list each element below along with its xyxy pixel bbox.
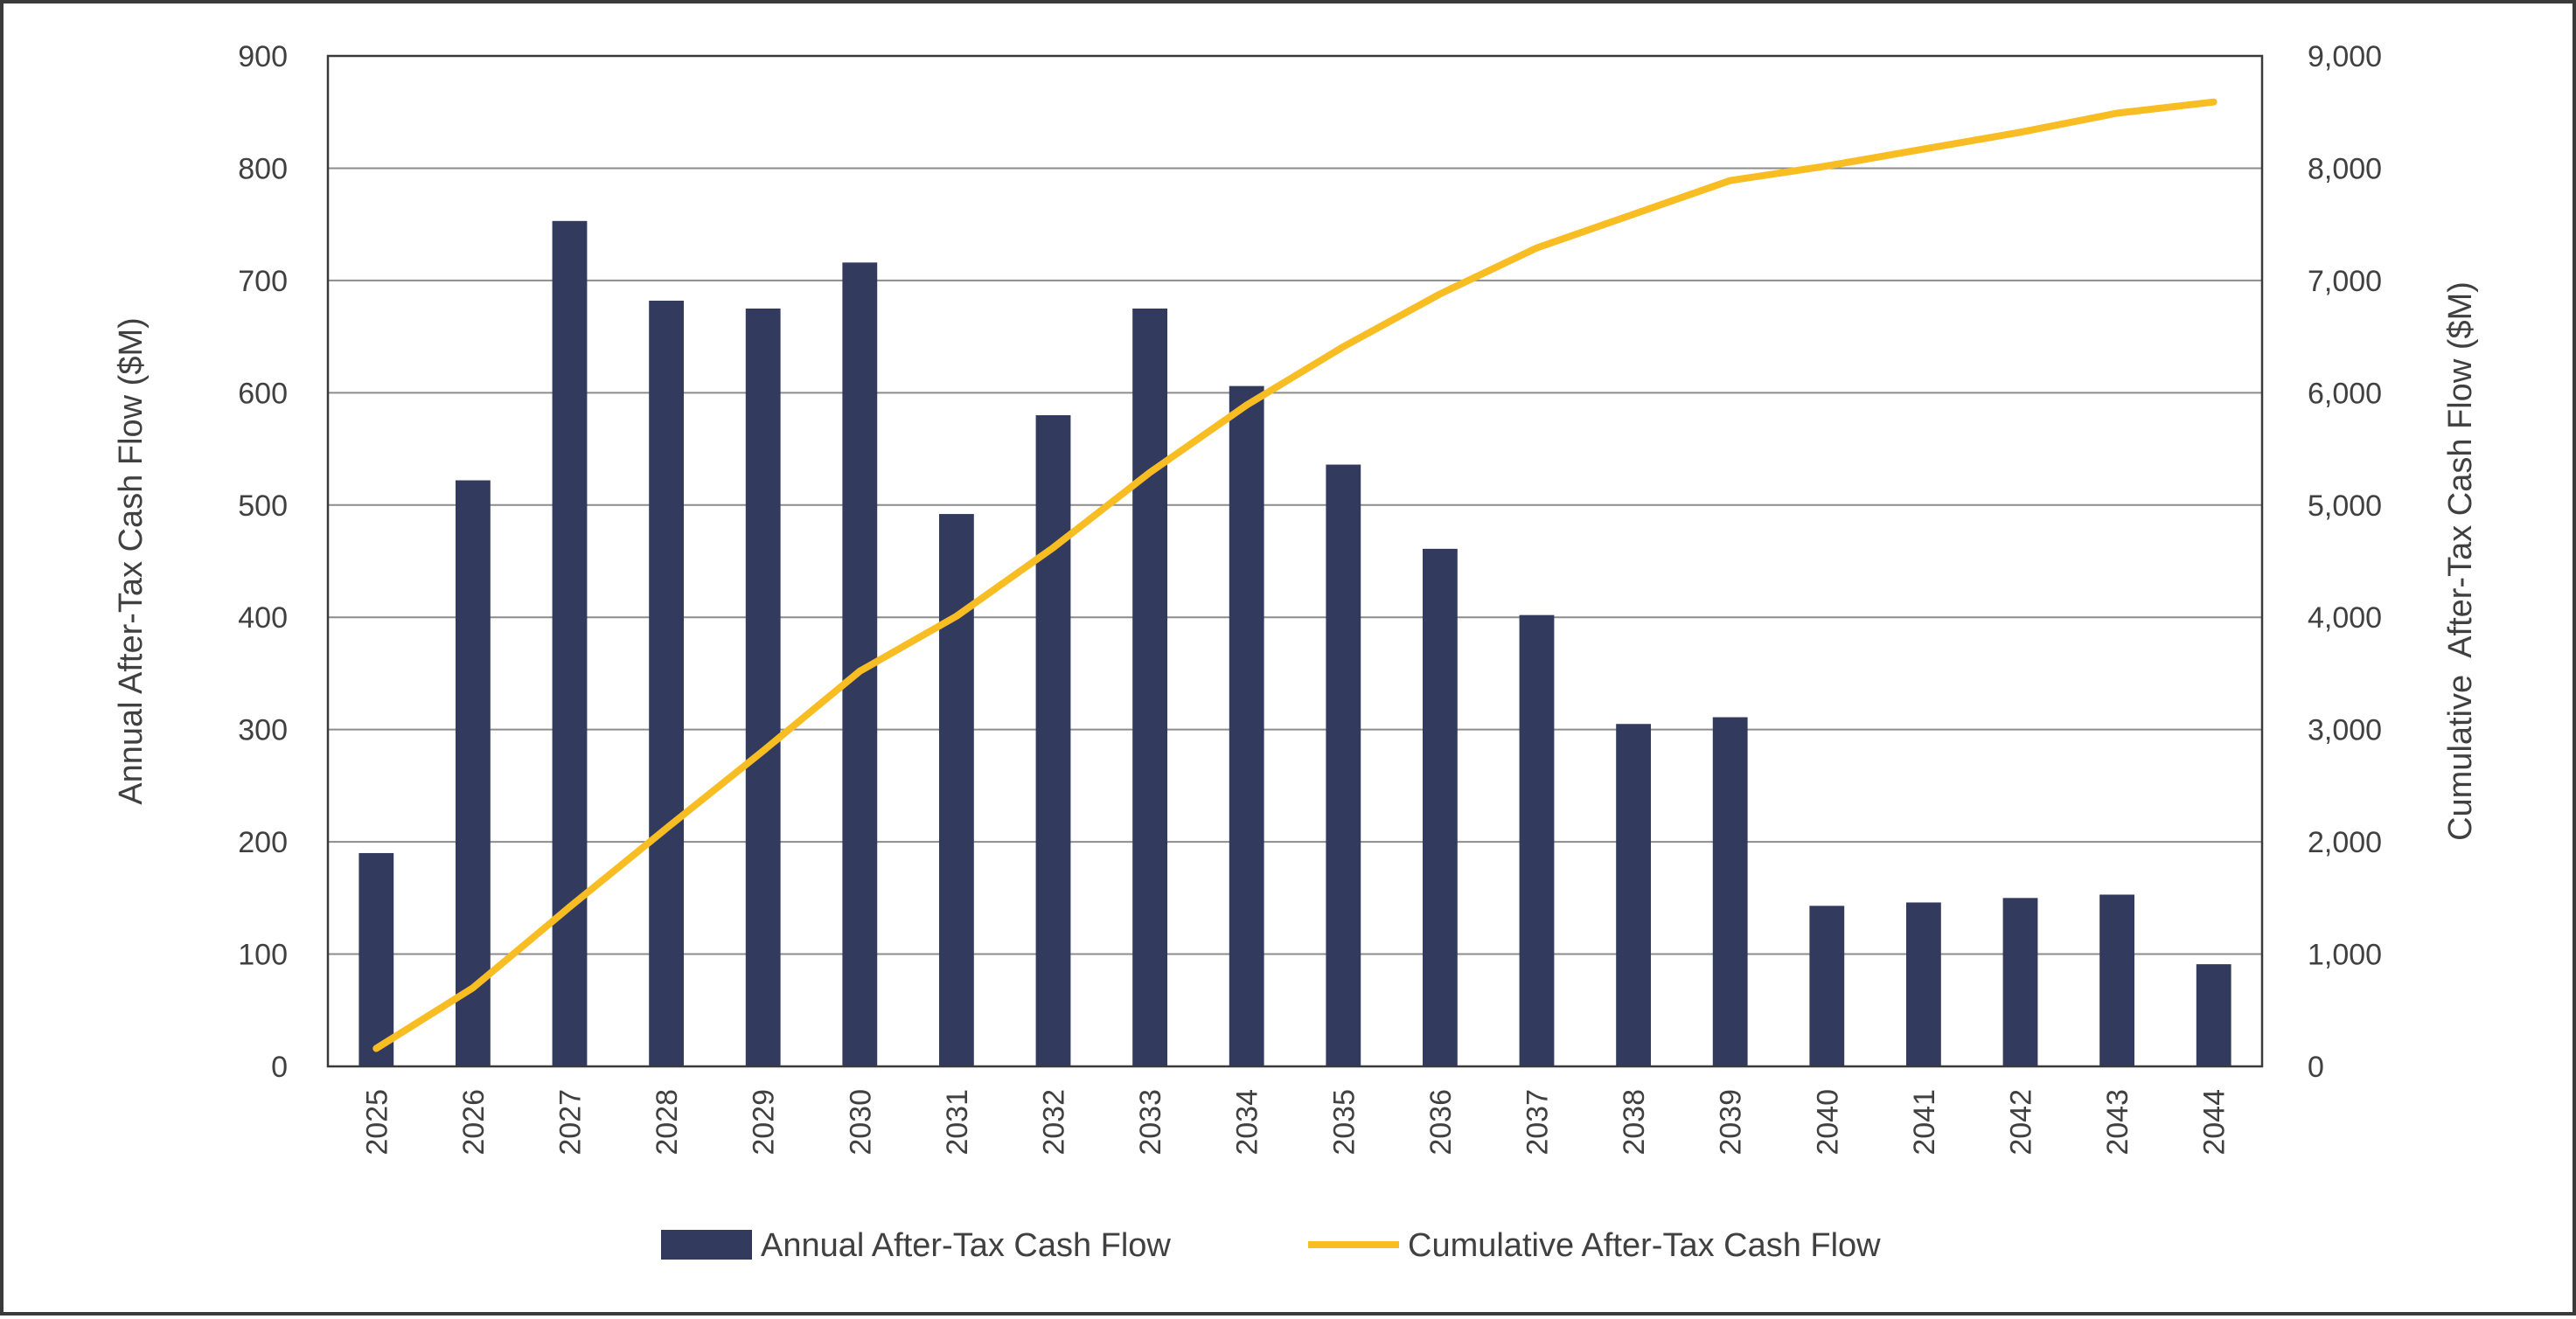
x-tick-label: 2039 — [1715, 1089, 1748, 1156]
cumulative-line — [372, 98, 2217, 1052]
y-tick-label: 900 — [238, 40, 288, 73]
y-tick-label: 300 — [238, 714, 288, 747]
right-axis-ticks: 0 1,000 2,000 3,000 4,000 5,000 6,000 7,000 8,00… — [2308, 40, 2382, 1084]
bar-2033 — [1132, 309, 1168, 1066]
bar-2035 — [1326, 464, 1361, 1066]
x-tick-label: 2028 — [651, 1089, 684, 1156]
x-tick-label: 2025 — [360, 1089, 393, 1156]
y2-tick-label: 7,000 — [2308, 265, 2382, 298]
x-tick-label: 2042 — [2005, 1089, 2038, 1156]
x-tick-label: 2043 — [2101, 1089, 2134, 1156]
y-tick-label: 600 — [238, 377, 288, 410]
right-axis-title: Cumulative After-Tax Cash Flow ($M) — [2442, 281, 2479, 841]
bar-2029 — [745, 309, 781, 1066]
y2-tick-label: 0 — [2308, 1051, 2324, 1084]
y2-tick-label: 2,000 — [2308, 826, 2382, 859]
bar-2040 — [1809, 906, 1845, 1066]
x-tick-label: 2026 — [457, 1089, 491, 1156]
bar-2038 — [1616, 724, 1652, 1066]
x-tick-label: 2035 — [1327, 1089, 1361, 1156]
legend-bar-swatch — [661, 1230, 752, 1260]
y2-tick-label: 9,000 — [2308, 40, 2382, 73]
bar-2034 — [1229, 385, 1264, 1066]
legend-bar-label: Annual After-Tax Cash Flow — [761, 1227, 1171, 1264]
y2-tick-label: 6,000 — [2308, 377, 2382, 410]
chart-svg: 0 100 200 300 400 500 600 700 800 900 0 1,000 2,000… — [113, 40, 2479, 1264]
line-series — [372, 98, 2217, 1052]
bar-2042 — [2002, 898, 2038, 1066]
y2-tick-label: 8,000 — [2308, 152, 2382, 185]
x-tick-label: 2030 — [844, 1089, 877, 1156]
bar-2037 — [1519, 614, 1555, 1066]
y2-tick-label: 3,000 — [2308, 714, 2382, 747]
y-tick-label: 400 — [238, 601, 288, 635]
bar-2044 — [2196, 964, 2231, 1066]
x-tick-label: 2040 — [1811, 1089, 1844, 1156]
x-tick-label: 2044 — [2198, 1089, 2231, 1156]
y-tick-label: 200 — [238, 826, 288, 859]
bar-2039 — [1712, 717, 1748, 1066]
y-tick-label: 0 — [271, 1051, 288, 1084]
bar-2041 — [1905, 902, 1941, 1066]
x-axis-ticks: 2025 2026 2027 2028 2029 2030 2031 2032 2033 2034… — [360, 1089, 2231, 1156]
y-tick-label: 100 — [238, 939, 288, 972]
x-tick-label: 2038 — [1618, 1089, 1651, 1156]
bar-2043 — [2099, 894, 2135, 1066]
bar-2032 — [1035, 415, 1071, 1066]
bar-2028 — [649, 301, 685, 1066]
y-tick-label: 500 — [238, 489, 288, 523]
left-axis-ticks: 0 100 200 300 400 500 600 700 800 900 — [238, 40, 288, 1084]
bar-2025 — [359, 852, 394, 1066]
x-tick-label: 2034 — [1231, 1089, 1264, 1156]
left-axis-title: Annual After-Tax Cash Flow ($M) — [113, 317, 150, 805]
bar-series — [359, 220, 2231, 1066]
x-tick-label: 2036 — [1424, 1089, 1458, 1156]
plot-area-border — [326, 54, 2264, 1068]
x-tick-label: 2031 — [941, 1089, 974, 1156]
x-tick-label: 2027 — [554, 1089, 588, 1156]
y2-tick-label: 4,000 — [2308, 601, 2382, 635]
bar-2036 — [1422, 548, 1458, 1066]
bar-2026 — [455, 480, 491, 1066]
x-tick-label: 2041 — [1908, 1089, 1941, 1156]
x-tick-label: 2037 — [1521, 1089, 1555, 1156]
y-tick-label: 700 — [238, 265, 288, 298]
bar-2031 — [938, 514, 974, 1066]
x-tick-label: 2032 — [1038, 1089, 1071, 1156]
x-tick-label: 2029 — [748, 1089, 781, 1156]
x-tick-label: 2033 — [1134, 1089, 1167, 1156]
bar-2027 — [552, 220, 588, 1066]
legend: Annual After-Tax Cash Flow Cumulative Af… — [661, 1227, 1881, 1264]
y-tick-label: 800 — [238, 152, 288, 185]
y2-tick-label: 5,000 — [2308, 489, 2382, 523]
gridlines — [328, 167, 2262, 955]
legend-line-label: Cumulative After-Tax Cash Flow — [1408, 1227, 1881, 1264]
y2-tick-label: 1,000 — [2308, 939, 2382, 972]
